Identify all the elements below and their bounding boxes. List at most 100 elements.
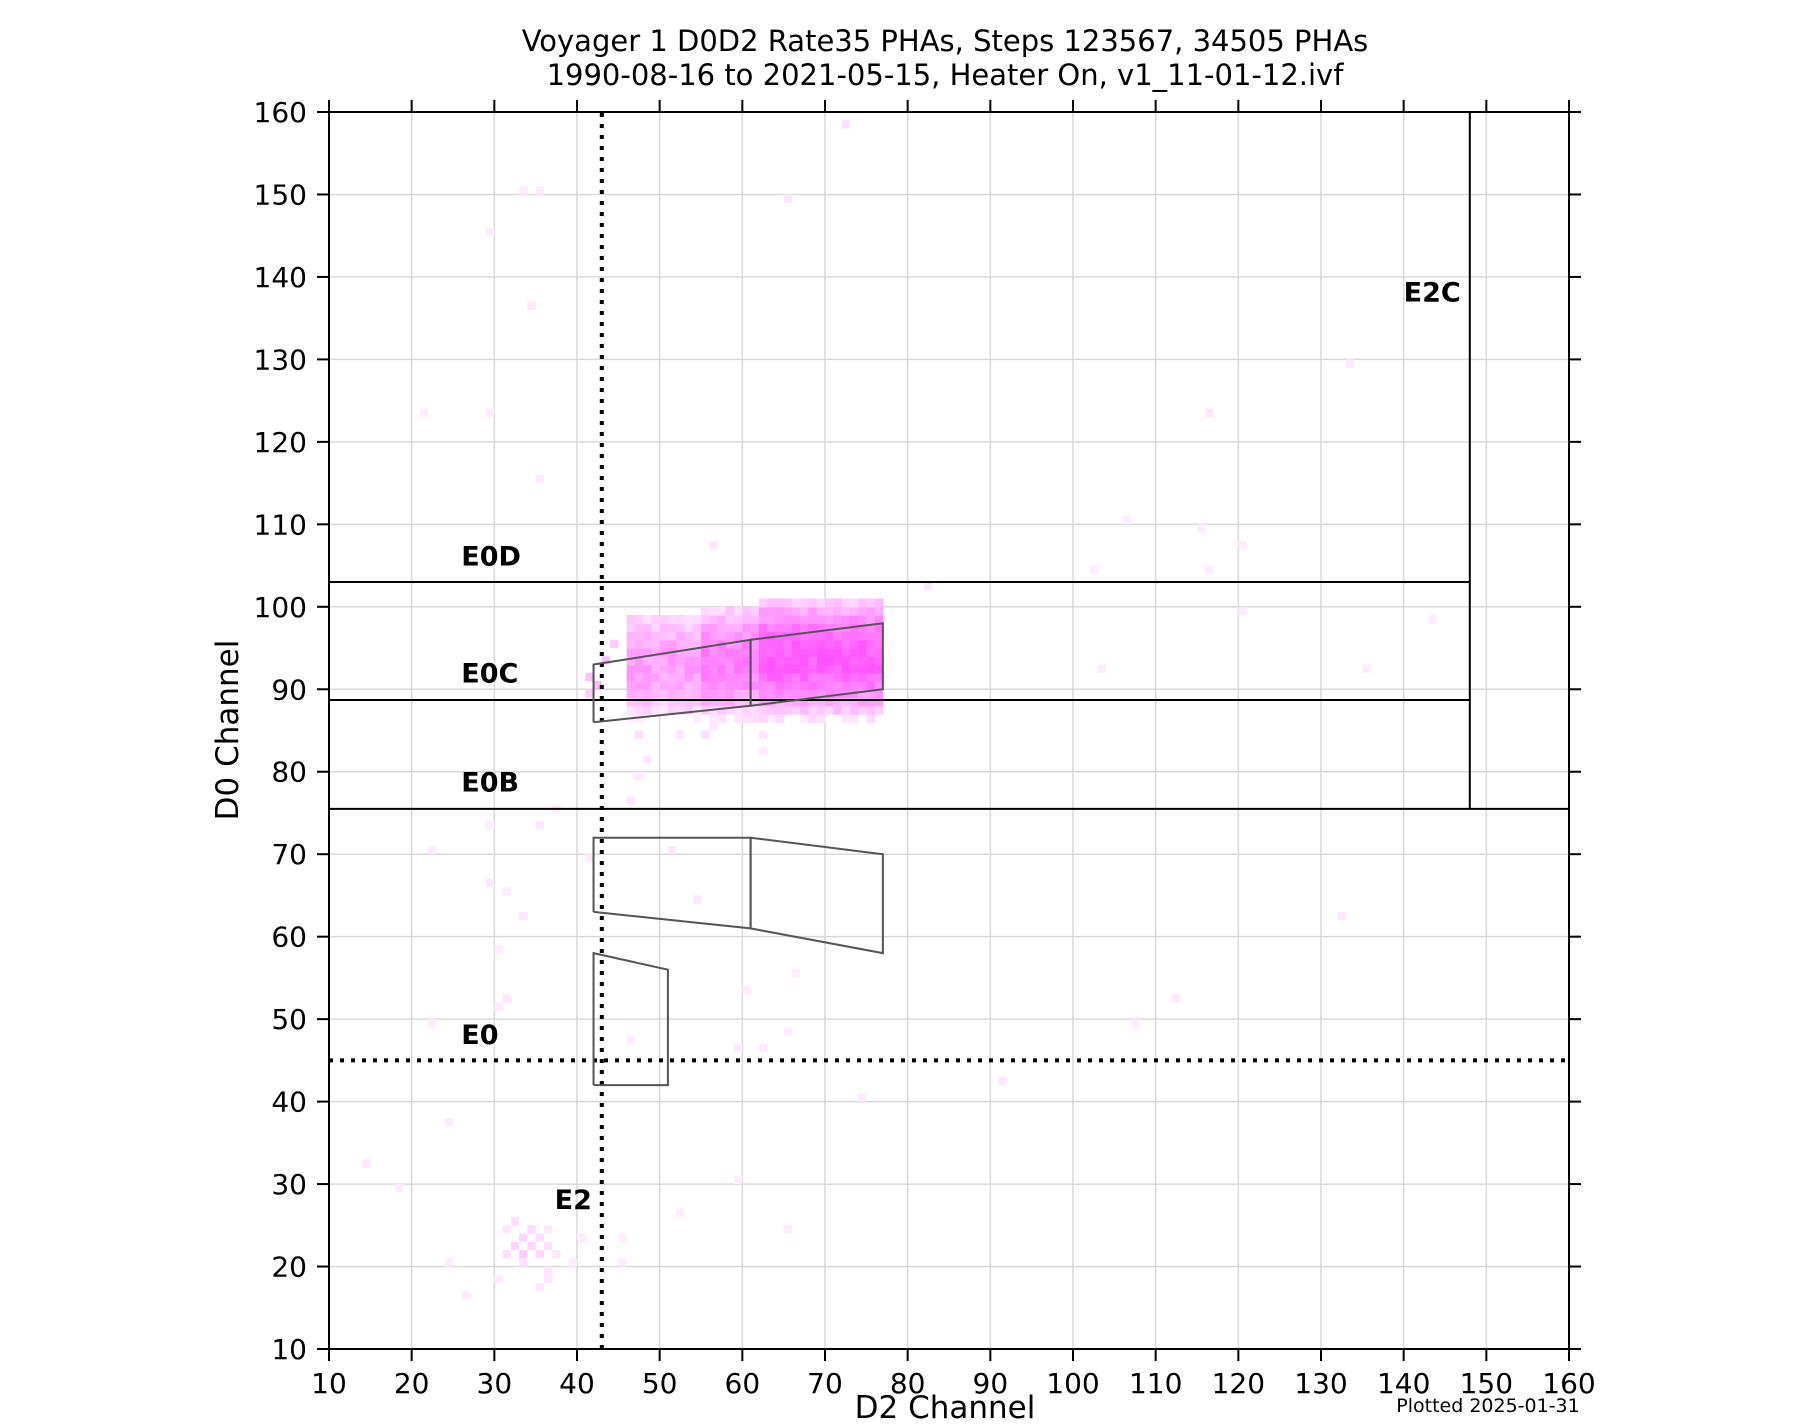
heatmap-cell	[419, 408, 429, 418]
heatmap-cell	[634, 631, 644, 641]
heatmap-cell	[734, 656, 743, 666]
heatmap-cell	[775, 639, 785, 649]
heatmap-cell	[626, 648, 636, 657]
heatmap-cell	[775, 681, 785, 690]
heatmap-cell	[725, 648, 735, 657]
heatmap-cell	[1130, 1019, 1140, 1028]
heatmap-cell	[701, 681, 710, 690]
heatmap-cell	[783, 606, 793, 616]
heatmap-cell	[742, 714, 752, 723]
heatmap-cell	[717, 664, 727, 674]
heatmap-cell	[709, 697, 719, 707]
heatmap-cell	[502, 1225, 511, 1234]
heatmap-cell	[684, 631, 694, 641]
heatmap-cell	[825, 631, 834, 641]
plot-frame	[328, 111, 1570, 1350]
heatmap-cell	[651, 705, 661, 715]
boundary-lines-layer	[329, 112, 1569, 1349]
heatmap-cell	[585, 689, 594, 698]
heatmap-cell	[866, 714, 876, 723]
heatmap-cell	[866, 672, 876, 682]
heatmap-cell	[825, 705, 834, 715]
heatmap-cell	[758, 656, 768, 666]
heatmap-cell	[874, 639, 884, 649]
heatmap-cell	[634, 664, 644, 674]
heatmap-cell	[874, 656, 884, 666]
heatmap-cell	[535, 821, 544, 830]
y-tick-label: 30	[271, 1168, 307, 1201]
heatmap-cell	[874, 705, 884, 715]
heatmap-cell	[510, 1241, 520, 1251]
heatmap-cell	[783, 689, 793, 699]
heatmap-cell	[849, 705, 859, 715]
heatmap-cell	[692, 615, 702, 624]
heatmap-cell	[725, 615, 735, 624]
heatmap-cell	[585, 672, 594, 682]
heatmap-cell	[717, 606, 727, 616]
region-label-e0c: E0C	[461, 659, 518, 690]
heatmap-cell	[734, 1043, 743, 1053]
heatmap-cell	[758, 631, 768, 641]
heatmap-cell	[444, 1118, 453, 1127]
heatmap-cell	[742, 623, 752, 633]
heatmap-cell	[866, 664, 876, 674]
heatmap-cell	[709, 681, 719, 690]
heatmap-cell	[742, 986, 751, 995]
heatmap-cell	[874, 664, 884, 674]
heatmap-cell	[742, 631, 752, 641]
heatmap-cell	[775, 664, 785, 674]
heatmap-cell	[775, 598, 785, 608]
heatmap-cell	[535, 1283, 544, 1292]
heatmap-cell	[1197, 524, 1206, 533]
heatmap-cell	[758, 664, 768, 674]
y-tick-label: 110	[254, 508, 307, 541]
heatmap-cell	[874, 648, 884, 657]
heatmap-cell	[643, 623, 652, 633]
heatmap-cell	[676, 664, 686, 674]
heatmap-cell	[676, 697, 686, 707]
heatmap-cell	[825, 689, 834, 699]
heatmap-cell	[651, 697, 661, 707]
x-tick-label: 120	[1212, 1367, 1265, 1400]
heatmap-cell	[800, 606, 810, 616]
heatmap-cell	[742, 697, 752, 707]
heatmap-cell	[858, 664, 867, 674]
heatmap-cell	[791, 606, 801, 616]
heatmap-cell	[808, 714, 818, 723]
heatmap-cell	[659, 615, 669, 624]
heatmap-cell	[800, 639, 810, 649]
heatmap-cell	[800, 598, 810, 608]
heatmap-cell	[717, 672, 727, 682]
heatmap-cell	[858, 648, 867, 657]
heatmap-cell	[775, 672, 785, 682]
heatmap-cell	[486, 821, 495, 830]
heatmap-cell	[783, 705, 793, 715]
heatmap-cell	[684, 705, 694, 715]
y-tick-label: 130	[254, 343, 307, 376]
heatmap-cell	[717, 615, 727, 624]
heatmap-cell	[659, 681, 669, 690]
heatmap-cell	[767, 648, 776, 657]
heatmap-cell	[742, 648, 752, 657]
heatmap-cell	[783, 648, 793, 657]
y-tick-label: 50	[271, 1003, 307, 1036]
heatmap-cell	[618, 1233, 627, 1242]
y-tick-label: 120	[254, 426, 307, 459]
x-tick-label: 30	[477, 1367, 513, 1400]
heatmap-cell	[659, 672, 669, 682]
x-tick-label: 20	[394, 1367, 430, 1400]
heatmap-cell	[742, 615, 752, 624]
heatmap-cell	[866, 606, 876, 616]
heatmap-cell	[626, 656, 636, 666]
heatmap-cell	[502, 887, 511, 896]
heatmap-cell	[659, 656, 669, 666]
heatmap-cell	[849, 648, 859, 657]
heatmap-cell	[775, 606, 785, 616]
heatmap-cell	[444, 1258, 453, 1267]
heatmap-cell	[519, 1250, 528, 1259]
heatmap-cell	[701, 623, 710, 633]
region-label-e0d: E0D	[461, 542, 521, 573]
heatmap-cell	[667, 672, 677, 682]
heatmap-cell	[1337, 911, 1346, 921]
